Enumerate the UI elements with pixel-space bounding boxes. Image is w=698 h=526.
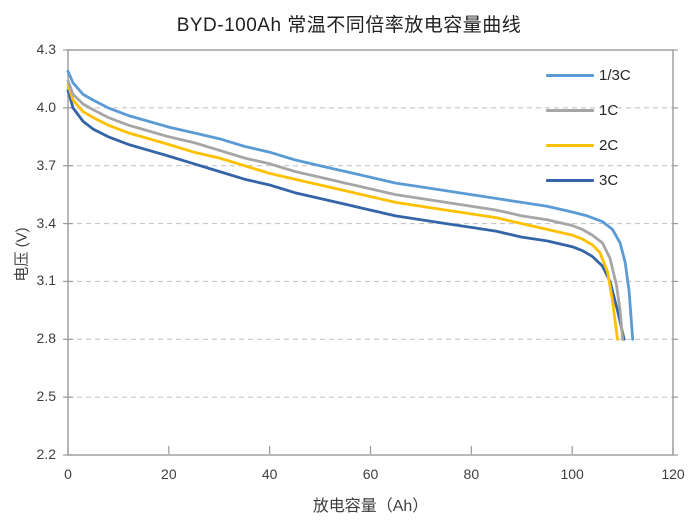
legend-line-icon [546,109,594,112]
legend-line-icon [546,144,594,147]
series-curve-1/3C [66,69,635,341]
legend-item-3C: 3C [546,163,631,198]
legend-label: 1/3C [599,67,631,84]
legend-line-icon [546,74,594,77]
x-tick-label: 20 [161,466,177,482]
legend-line-icon [546,179,594,182]
x-tick-label: 0 [64,466,72,482]
legend-label: 2C [599,137,619,154]
x-tick-label: 100 [560,466,584,482]
y-tick-label: 2.8 [36,330,56,347]
plot-border [67,49,674,456]
x-tick-label: 60 [362,466,379,482]
legend-item-1C: 1C [546,93,631,128]
x-axis-title: 放电容量（Ah） [312,498,429,515]
y-tick-label: 4.0 [36,98,56,115]
chart-title: BYD-100Ah 常温不同倍率放电容量曲线 [176,15,522,36]
legend-item-2C: 2C [546,128,631,163]
y-tick-label: 3.4 [36,214,56,231]
y-tick-label: 2.5 [36,388,56,405]
x-tick-label: 40 [261,466,278,482]
legend: 1/3C 1C 2C 3C [546,58,631,198]
series-curve-1C [66,79,624,341]
y-tick-label: 3.1 [36,272,56,289]
y-tick-label: 3.7 [36,156,56,173]
x-tick-label: 120 [661,466,685,482]
y-tick-label: 2.2 [36,446,56,462]
series-curve-2C [66,83,619,341]
series-curve-3C [66,89,626,341]
legend-label: 1C [599,102,619,119]
x-tick-label: 80 [463,466,480,482]
y-tick-label: 4.3 [36,41,56,57]
legend-label: 3C [599,172,619,189]
legend-item-1/3C: 1/3C [546,58,631,93]
